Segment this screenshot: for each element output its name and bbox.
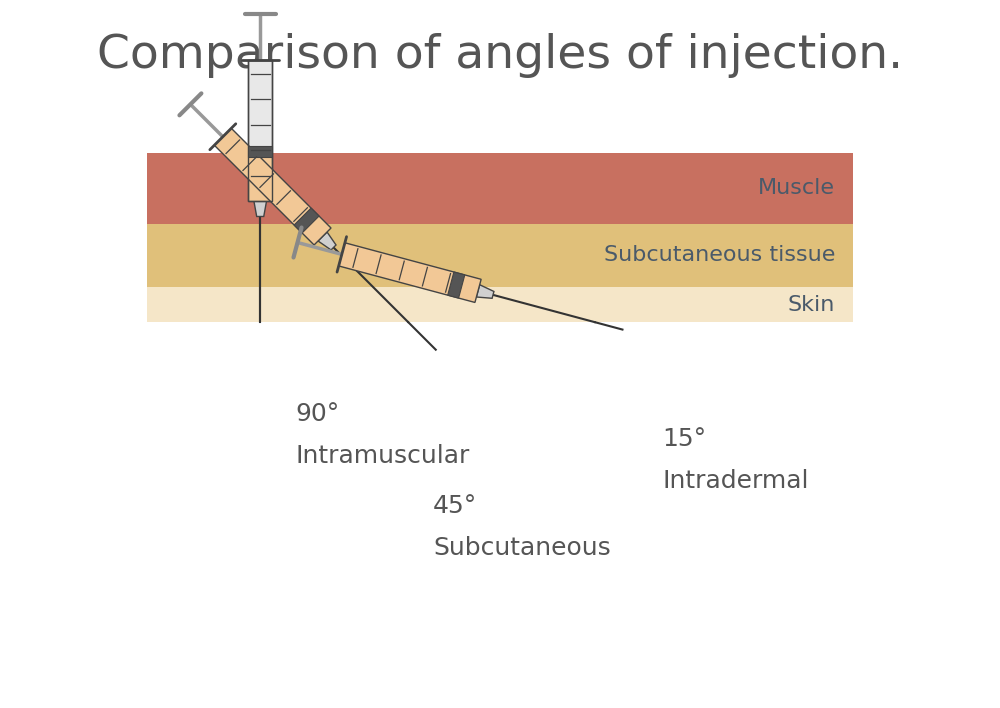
Text: Skin: Skin [788, 295, 835, 314]
Polygon shape [294, 208, 319, 233]
Text: 15°: 15° [662, 427, 706, 450]
Text: Intramuscular: Intramuscular [295, 444, 470, 468]
Polygon shape [214, 128, 331, 245]
Polygon shape [318, 232, 336, 250]
Polygon shape [476, 285, 494, 298]
Polygon shape [248, 60, 272, 152]
Text: Comparison of angles of injection.: Comparison of angles of injection. [97, 33, 903, 78]
Polygon shape [339, 243, 481, 302]
Text: Intradermal: Intradermal [662, 469, 809, 493]
Polygon shape [248, 152, 272, 201]
Text: 90°: 90° [295, 402, 340, 426]
Polygon shape [254, 201, 267, 217]
Polygon shape [248, 146, 272, 157]
Text: 45°: 45° [433, 493, 477, 518]
Text: Muscle: Muscle [758, 178, 835, 198]
Bar [147, 153, 853, 224]
Polygon shape [448, 272, 465, 298]
Bar [147, 287, 853, 322]
Bar [147, 224, 853, 287]
Text: Subcutaneous: Subcutaneous [433, 536, 611, 560]
Text: Subcutaneous tissue: Subcutaneous tissue [604, 245, 835, 266]
